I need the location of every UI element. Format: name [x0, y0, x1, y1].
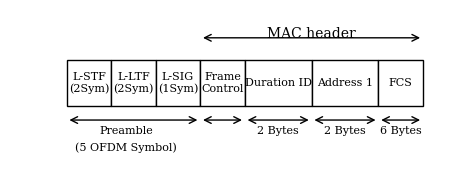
Text: 2 Bytes: 2 Bytes	[324, 125, 366, 135]
Text: Address 1: Address 1	[317, 78, 373, 88]
Text: (5 OFDM Symbol): (5 OFDM Symbol)	[75, 142, 177, 153]
Bar	[311, 60, 378, 106]
Text: MAC header: MAC header	[267, 27, 356, 41]
Text: L-STF
(2Sym): L-STF (2Sym)	[69, 72, 109, 94]
Bar	[66, 60, 111, 106]
Text: Preamble: Preamble	[99, 125, 153, 135]
Bar	[378, 60, 423, 106]
Bar	[111, 60, 155, 106]
Text: 2 Bytes: 2 Bytes	[257, 125, 299, 135]
Bar	[155, 60, 200, 106]
Text: L-SIG
(1Sym): L-SIG (1Sym)	[158, 72, 198, 94]
Text: FCS: FCS	[389, 78, 412, 88]
Bar	[200, 60, 245, 106]
Text: Duration ID: Duration ID	[245, 78, 312, 88]
Bar	[245, 60, 311, 106]
Text: L-LTF
(2Sym): L-LTF (2Sym)	[113, 72, 154, 94]
Text: 6 Bytes: 6 Bytes	[380, 125, 421, 135]
Text: Frame
Control: Frame Control	[201, 72, 244, 94]
